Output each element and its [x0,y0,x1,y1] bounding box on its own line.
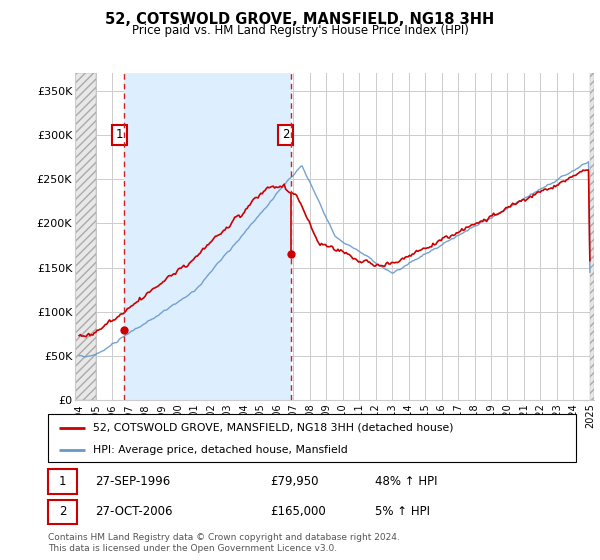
Text: 2: 2 [59,505,67,519]
Bar [48,500,77,524]
Text: Price paid vs. HM Land Registry's House Price Index (HPI): Price paid vs. HM Land Registry's House … [131,24,469,36]
Text: £165,000: £165,000 [270,505,326,519]
Text: HPI: Average price, detached house, Mansfield: HPI: Average price, detached house, Mans… [93,445,347,455]
Text: 52, COTSWOLD GROVE, MANSFIELD, NG18 3HH: 52, COTSWOLD GROVE, MANSFIELD, NG18 3HH [106,12,494,27]
Bar [590,73,594,400]
Text: 52, COTSWOLD GROVE, MANSFIELD, NG18 3HH (detached house): 52, COTSWOLD GROVE, MANSFIELD, NG18 3HH … [93,423,454,433]
Bar [124,73,290,400]
Text: 27-SEP-1996: 27-SEP-1996 [95,475,171,488]
Bar [48,469,77,494]
Text: 1: 1 [116,128,123,141]
Text: £79,950: £79,950 [270,475,318,488]
Text: 2: 2 [282,128,289,141]
Bar [75,73,95,400]
Text: 48% ↑ HPI: 48% ↑ HPI [376,475,438,488]
Text: 27-OCT-2006: 27-OCT-2006 [95,505,173,519]
Text: Contains HM Land Registry data © Crown copyright and database right 2024.
This d: Contains HM Land Registry data © Crown c… [48,533,400,553]
Text: 5% ↑ HPI: 5% ↑ HPI [376,505,430,519]
Text: 1: 1 [59,475,67,488]
